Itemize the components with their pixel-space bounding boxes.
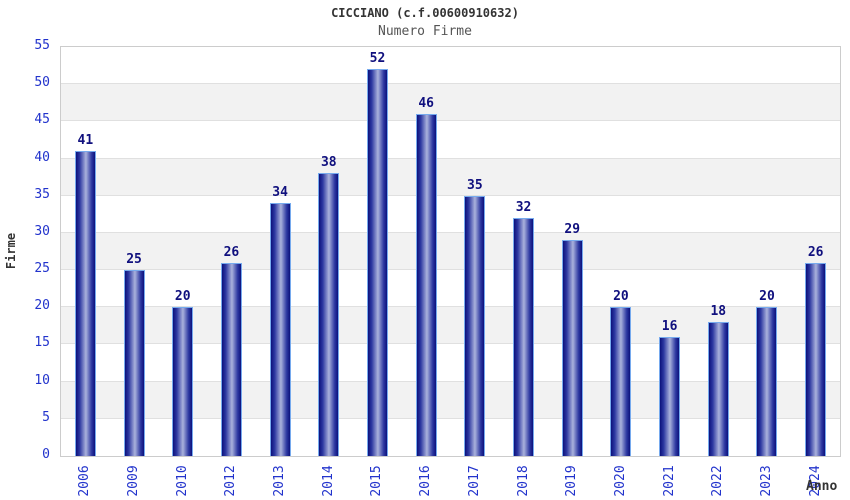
- grid-line: [61, 120, 840, 122]
- bar-value-label: 46: [418, 95, 434, 111]
- grid-band: [61, 195, 840, 233]
- x-tick-label: 2010: [174, 465, 190, 497]
- grid-band: [61, 121, 840, 159]
- grid-band: [61, 270, 840, 308]
- bar: [74, 151, 96, 456]
- bar: [464, 195, 486, 456]
- x-tick-label: 2012: [223, 465, 239, 497]
- bar: [805, 262, 827, 456]
- grid-line: [61, 231, 840, 233]
- bar-value-label: 41: [77, 133, 94, 149]
- grid-line: [61, 194, 840, 196]
- bar-value-label: 20: [613, 289, 629, 305]
- bar-value-label: 34: [272, 185, 288, 201]
- bar-value-label: 35: [467, 177, 483, 193]
- y-tick-label: 30: [34, 223, 50, 239]
- y-tick-label: 55: [34, 38, 50, 53]
- grid-line: [61, 343, 840, 345]
- bar: [561, 240, 583, 456]
- x-tick-label: 2019: [564, 465, 580, 497]
- grid-line: [61, 269, 840, 271]
- grid-band: [61, 84, 840, 122]
- bar: [513, 218, 535, 456]
- bar-value-label: 29: [564, 222, 581, 238]
- grid-band: [61, 47, 840, 85]
- x-tick-label: 2020: [612, 465, 628, 497]
- y-tick-label: 0: [42, 447, 50, 462]
- x-tick-label: 2006: [77, 465, 93, 497]
- grid-band: [61, 158, 840, 196]
- x-tick-label: 2015: [369, 465, 385, 497]
- y-tick-label: 20: [34, 298, 50, 314]
- x-tick-label: 2013: [272, 465, 288, 497]
- grid-line: [61, 83, 840, 85]
- plot-area: 41 25 20 26 34 38 52 46 35 32 29 20 16 18 20 26: [60, 46, 841, 457]
- x-tick-label: 2017: [466, 465, 482, 497]
- x-tick-label: 2022: [710, 465, 726, 497]
- x-tick-label: 2016: [418, 465, 434, 497]
- grid-line: [61, 306, 840, 308]
- grid-line: [61, 157, 840, 159]
- bar-value-label: 52: [369, 51, 386, 67]
- y-tick-label: 40: [34, 149, 50, 165]
- x-tick-label: 2023: [758, 465, 774, 497]
- grid-line: [61, 417, 840, 419]
- y-tick-label: 45: [34, 112, 50, 128]
- bar-value-label: 16: [661, 319, 678, 335]
- x-tick-label: 2021: [661, 465, 677, 497]
- y-tick-label: 15: [34, 335, 50, 351]
- y-tick-label: 35: [34, 186, 50, 202]
- y-tick-label: 50: [34, 75, 50, 91]
- bar-value-label: 26: [223, 244, 240, 260]
- bar: [415, 113, 437, 456]
- bar-value-label: 32: [515, 200, 532, 216]
- bar: [756, 307, 778, 456]
- bar: [172, 307, 194, 456]
- x-tick-label: 2014: [320, 465, 336, 497]
- bar: [366, 69, 388, 456]
- bar: [707, 322, 729, 456]
- y-tick-label: 25: [34, 261, 50, 277]
- bar-value-label: 38: [320, 155, 337, 171]
- bar-value-label: 26: [807, 244, 824, 260]
- bar-value-label: 18: [710, 304, 727, 320]
- x-tick-label: 2009: [126, 465, 142, 497]
- bar-value-label: 20: [759, 289, 775, 305]
- bar: [220, 262, 242, 456]
- bar: [318, 173, 340, 456]
- y-tick-label: 5: [42, 409, 50, 425]
- chart-subtitle: Numero Firme: [378, 24, 472, 39]
- bar-value-label: 25: [126, 252, 142, 268]
- bar: [610, 307, 632, 456]
- grid-line: [61, 380, 840, 382]
- grid-band: [61, 232, 840, 271]
- x-axis-title: Anno: [806, 479, 838, 494]
- x-tick-label: 2018: [515, 465, 531, 497]
- bar-value-label: 20: [174, 289, 191, 305]
- chart-title: CICCIANO (c.f.00600910632): [331, 6, 519, 20]
- bar: [123, 270, 145, 456]
- bar: [269, 203, 291, 456]
- y-tick-label: 10: [34, 372, 50, 388]
- bar: [659, 337, 681, 456]
